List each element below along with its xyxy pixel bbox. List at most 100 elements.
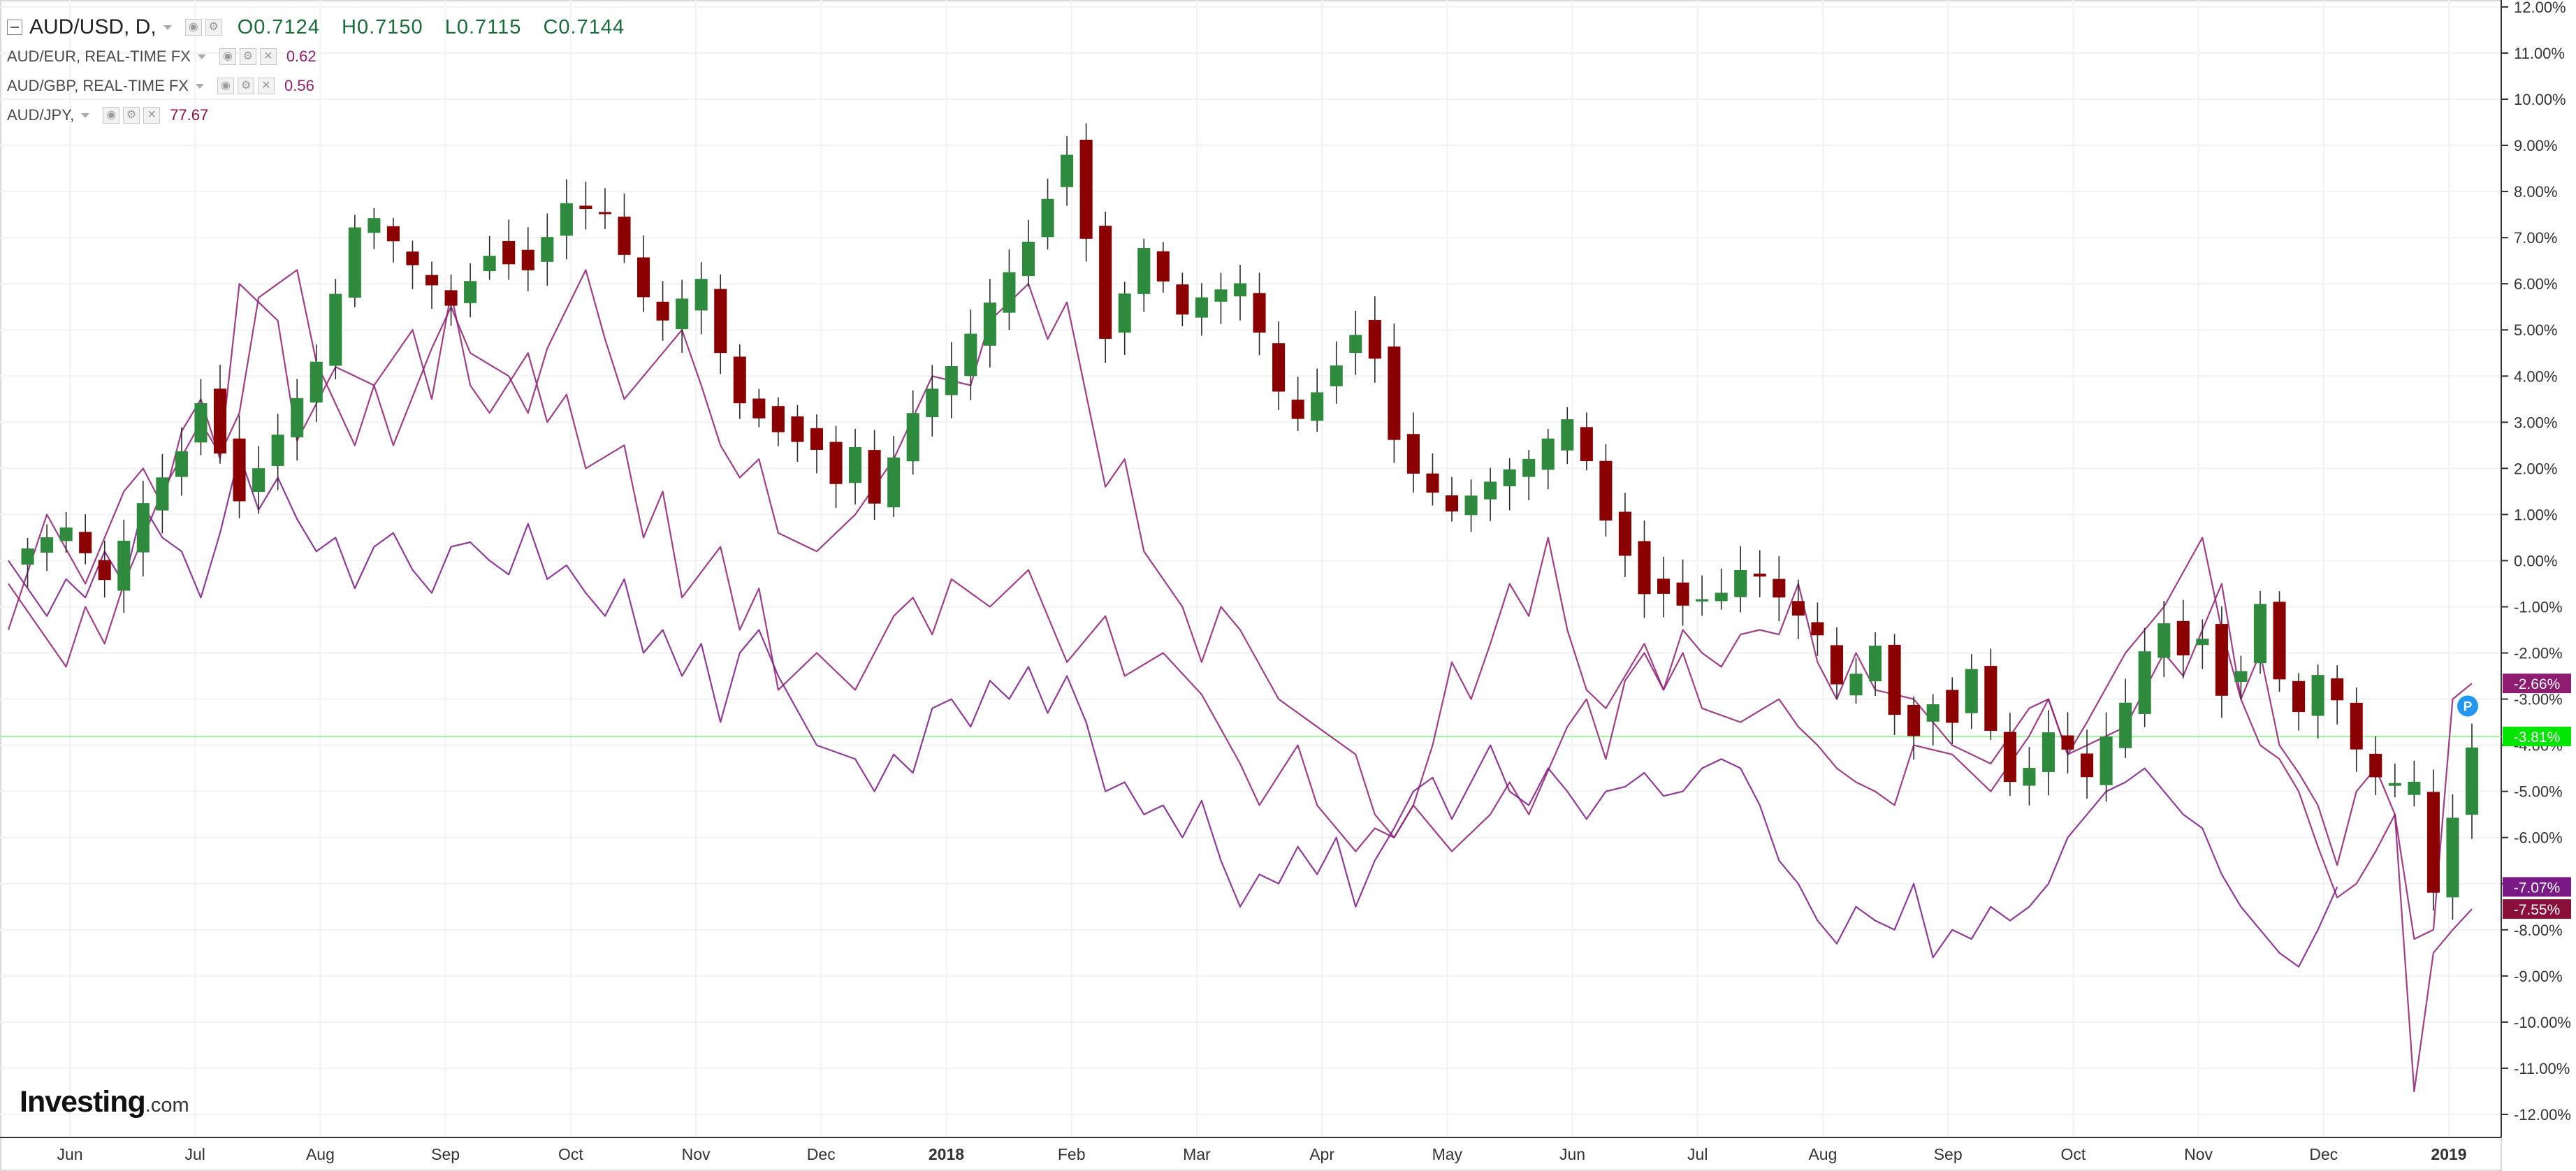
gear-icon[interactable]: ⚙: [237, 78, 254, 94]
candle-body: [1003, 272, 1016, 313]
legend-item-value: 0.62: [286, 48, 316, 65]
visibility-icon[interactable]: ◉: [219, 48, 236, 65]
legend-item-aud-jpy[interactable]: AUD/JPY, ◉ ⚙ ✕ 77.67: [7, 101, 640, 130]
candle-body: [829, 442, 843, 484]
candle-body: [1965, 669, 1978, 713]
candle-body: [598, 212, 611, 214]
chart-border: [0, 0, 2502, 1171]
candle-body: [1445, 495, 1459, 512]
candle-body: [1291, 399, 1304, 419]
candle-body: [1426, 473, 1439, 493]
candle-body: [887, 457, 901, 508]
candle-body: [1464, 495, 1478, 516]
candle-body: [406, 251, 419, 266]
high-value: H0.7150: [342, 15, 423, 38]
legend-item-name[interactable]: AUD/JPY,: [7, 106, 75, 124]
series-controls: ◉ ⚙ ✕: [216, 48, 277, 65]
candle-body: [1079, 139, 1093, 239]
series-line-aud-eur: [7, 283, 2473, 940]
candle-body: [425, 275, 439, 286]
candle-body: [2311, 675, 2324, 716]
candle-body: [2042, 732, 2055, 772]
candle-body: [1696, 599, 1709, 602]
y-tick-label: 4.00%: [2514, 368, 2557, 385]
candle-body: [41, 537, 54, 553]
candle-body: [194, 403, 208, 443]
candle-body: [983, 303, 996, 346]
visibility-icon[interactable]: ◉: [184, 19, 202, 36]
main-symbol-name[interactable]: AUD/USD, D,: [29, 15, 157, 38]
candle-body: [2331, 678, 2344, 701]
candle-body: [771, 406, 785, 432]
legend: AUD/USD, D, ◉ ⚙ O0.7124 H0.7150 L0.7115 …: [7, 13, 640, 130]
y-tick-label: 6.00%: [2514, 275, 2557, 293]
x-tick-label: Sep: [1934, 1145, 1963, 1163]
chevron-down-icon[interactable]: [81, 112, 90, 118]
close-icon[interactable]: ✕: [259, 48, 277, 65]
y-tick-label: -3.00%: [2514, 691, 2563, 708]
candle-body: [1676, 582, 1689, 606]
close-icon[interactable]: ✕: [143, 107, 161, 124]
candle-body: [1599, 460, 1613, 521]
candle-body: [868, 450, 881, 504]
legend-item-name[interactable]: AUD/EUR, REAL-TIME FX: [7, 48, 191, 65]
close-icon[interactable]: ✕: [257, 78, 275, 94]
legend-item-aud-gbp[interactable]: AUD/GBP, REAL-TIME FX ◉ ⚙ ✕ 0.56: [7, 71, 640, 101]
legend-item-name[interactable]: AUD/GBP, REAL-TIME FX: [7, 77, 189, 94]
y-tick-label: -5.00%: [2514, 783, 2563, 801]
candle-body: [1791, 601, 1805, 616]
candle-body: [1638, 541, 1651, 595]
visibility-icon[interactable]: ◉: [103, 107, 120, 124]
candle-body: [2426, 792, 2440, 893]
x-tick-label: Nov: [682, 1145, 711, 1163]
candle-body: [1580, 427, 1593, 462]
collapse-icon[interactable]: [7, 20, 22, 35]
visibility-icon[interactable]: ◉: [217, 78, 234, 94]
candle-body: [1830, 645, 1843, 685]
legend-main[interactable]: AUD/USD, D, ◉ ⚙ O0.7124 H0.7150 L0.7115 …: [7, 13, 640, 42]
gear-icon[interactable]: ⚙: [205, 19, 222, 36]
candle-body: [2369, 753, 2382, 778]
candle-body: [291, 398, 304, 437]
y-tick-label: -8.00%: [2514, 922, 2563, 939]
candle-body: [1849, 674, 1863, 696]
legend-item-aud-eur[interactable]: AUD/EUR, REAL-TIME FX ◉ ⚙ ✕ 0.62: [7, 42, 640, 71]
gear-icon[interactable]: ⚙: [239, 48, 256, 65]
x-tick-label: Jul: [1687, 1145, 1708, 1163]
p-marker-icon: [2457, 695, 2478, 717]
candle-body: [2138, 651, 2151, 714]
candle-body: [1657, 579, 1671, 594]
investing-logo[interactable]: Investing.com: [20, 1085, 189, 1119]
candle-body: [560, 203, 573, 236]
y-tick-label: 0.00%: [2514, 552, 2557, 569]
x-tick-label: 2018: [929, 1145, 964, 1163]
gear-icon[interactable]: ⚙: [123, 107, 140, 124]
candle-body: [1021, 241, 1035, 277]
close-value: C0.7144: [543, 15, 625, 38]
candle-body: [656, 301, 669, 321]
chevron-down-icon[interactable]: [195, 83, 204, 89]
end-value-tag-bg: [2503, 674, 2571, 694]
series-controls: ◉ ⚙ ✕: [214, 78, 275, 94]
candle-body: [2215, 624, 2228, 696]
candle-body: [1811, 622, 1824, 636]
candle-body: [1118, 293, 1131, 333]
series-line-aud-jpy: [8, 453, 2338, 968]
candle-body: [1041, 198, 1054, 238]
candle-body: [1888, 644, 1901, 715]
candle-body: [2176, 620, 2190, 656]
candle-body: [1869, 646, 1882, 682]
candle-body: [1561, 419, 1574, 451]
candle-body: [2003, 732, 2016, 783]
candle-body: [175, 451, 188, 477]
chevron-down-icon[interactable]: [163, 24, 172, 30]
candle-body: [21, 548, 34, 565]
x-tick-label: Oct: [2060, 1145, 2086, 1163]
candle-body: [1195, 297, 1208, 318]
candle-body: [1368, 319, 1381, 359]
candle-body: [1233, 283, 1247, 297]
chevron-down-icon[interactable]: [197, 54, 206, 59]
x-tick-label: Dec: [2309, 1145, 2338, 1163]
